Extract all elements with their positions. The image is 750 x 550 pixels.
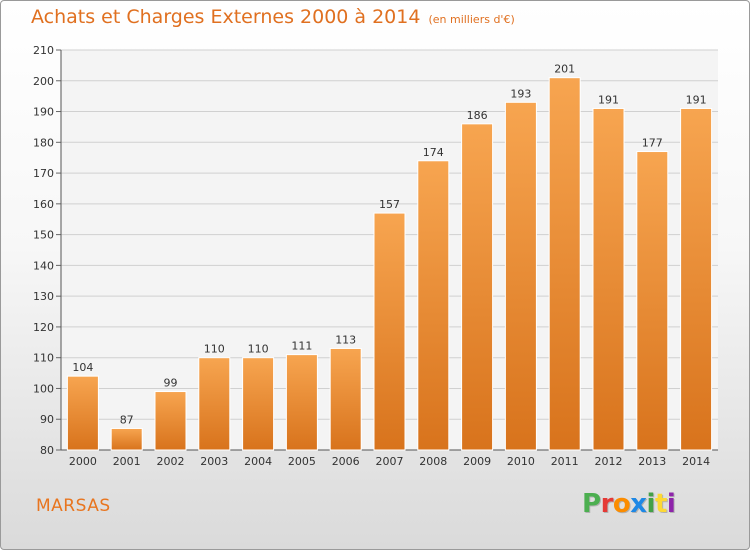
logo-letter: x xyxy=(630,489,647,519)
y-tick-label: 130 xyxy=(33,290,54,303)
x-tick-label: 2011 xyxy=(551,455,579,468)
y-tick-label: 80 xyxy=(40,444,54,457)
bar xyxy=(504,101,537,451)
proxiti-logo: Proxiti xyxy=(582,489,676,519)
data-label: 191 xyxy=(598,93,619,106)
y-tick-label: 100 xyxy=(33,382,54,395)
bar xyxy=(242,357,275,451)
logo-letter: i xyxy=(646,489,656,519)
data-label: 177 xyxy=(642,137,663,150)
data-label: 110 xyxy=(248,343,269,356)
data-label: 191 xyxy=(686,93,707,106)
bar xyxy=(66,375,99,451)
x-tick-label: 2006 xyxy=(332,455,360,468)
y-tick-label: 180 xyxy=(33,136,54,149)
bar xyxy=(329,347,362,451)
data-label: 186 xyxy=(467,109,488,122)
x-tick-label: 2007 xyxy=(376,455,404,468)
bar xyxy=(417,160,450,451)
y-tick-label: 160 xyxy=(33,198,54,211)
bar xyxy=(636,151,669,451)
x-tick-label: 2001 xyxy=(113,455,141,468)
data-label: 111 xyxy=(291,340,312,353)
bar xyxy=(461,123,494,451)
data-label: 113 xyxy=(335,333,356,346)
bar xyxy=(680,107,713,451)
y-tick-label: 200 xyxy=(33,75,54,88)
commune-name: MARSAS xyxy=(36,496,111,516)
x-tick-label: 2000 xyxy=(69,455,97,468)
chart-subtitle: (en milliers d'€) xyxy=(428,13,515,26)
x-tick-label: 2012 xyxy=(595,455,623,468)
chart-title-text: Achats et Charges Externes 2000 à 2014 xyxy=(31,6,421,28)
x-tick-label: 2003 xyxy=(200,455,228,468)
y-tick-label: 120 xyxy=(33,321,54,334)
bar xyxy=(110,427,143,451)
bar xyxy=(154,391,187,451)
y-tick-label: 110 xyxy=(33,352,54,365)
logo-letter: i xyxy=(666,489,676,519)
y-tick-label: 150 xyxy=(33,229,54,242)
data-label: 201 xyxy=(554,63,575,76)
x-tick-label: 2008 xyxy=(419,455,447,468)
bar xyxy=(285,354,318,451)
data-label: 174 xyxy=(423,146,444,159)
data-label: 99 xyxy=(164,377,178,390)
x-tick-label: 2005 xyxy=(288,455,316,468)
data-label: 87 xyxy=(120,413,134,426)
x-tick-label: 2013 xyxy=(638,455,666,468)
x-tick-label: 2009 xyxy=(463,455,491,468)
x-tick-label: 2010 xyxy=(507,455,535,468)
y-tick-label: 190 xyxy=(33,106,54,119)
chart-title: Achats et Charges Externes 2000 à 2014 (e… xyxy=(31,6,515,28)
x-tick-label: 2014 xyxy=(682,455,710,468)
logo-letter: t xyxy=(654,489,667,519)
y-tick-label: 170 xyxy=(33,167,54,180)
data-label: 104 xyxy=(72,361,93,374)
x-tick-label: 2002 xyxy=(157,455,185,468)
y-tick-label: 90 xyxy=(40,413,54,426)
data-label: 193 xyxy=(510,87,531,100)
x-tick-label: 2004 xyxy=(244,455,272,468)
y-tick-label: 210 xyxy=(33,44,54,57)
logo-letter: r xyxy=(600,489,614,519)
y-tick-label: 140 xyxy=(33,259,54,272)
bar xyxy=(198,357,231,451)
bar xyxy=(592,107,625,451)
data-label: 110 xyxy=(204,343,225,356)
bar xyxy=(373,212,406,451)
logo-letter: P xyxy=(582,489,601,519)
logo-letter: o xyxy=(612,489,631,519)
data-label: 157 xyxy=(379,198,400,211)
bar xyxy=(548,77,581,451)
